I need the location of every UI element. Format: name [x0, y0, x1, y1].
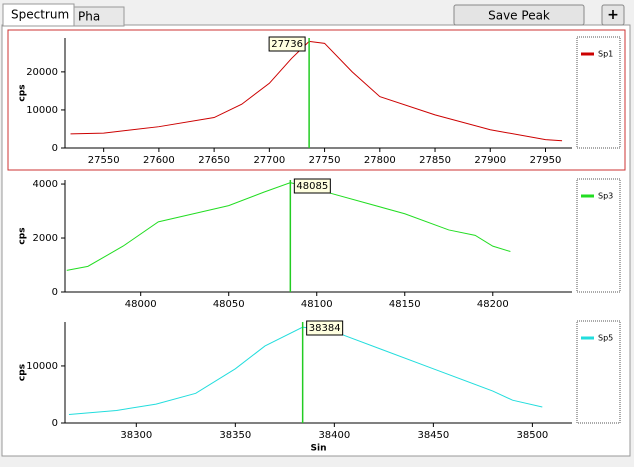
x-tick-label: 27600 [143, 155, 175, 166]
x-tick-label: 27750 [309, 155, 341, 166]
y-tick-label: 20000 [26, 67, 58, 78]
tab-active[interactable] [2, 3, 75, 27]
y-tick-label: 10000 [26, 105, 58, 116]
plot-area [65, 38, 572, 148]
x-tick-label: 48050 [213, 299, 245, 310]
button-label[interactable]: + [607, 7, 619, 23]
plot-area [65, 322, 572, 423]
legend [576, 36, 621, 149]
button[interactable] [453, 4, 585, 26]
x-tick-label: 27700 [253, 155, 285, 166]
x-tick-label: 48150 [389, 299, 421, 310]
x-tick-label: 38500 [516, 430, 548, 441]
x-axis-label: Sin [311, 444, 327, 454]
x-tick-label: 48100 [301, 299, 333, 310]
x-tick-label: 27800 [364, 155, 396, 166]
x-tick-label: 27850 [419, 155, 451, 166]
legend-label: Sp3 [598, 192, 613, 201]
series-line [68, 326, 543, 415]
legend-label: Sp1 [598, 50, 613, 59]
x-tick-label: 48000 [125, 299, 157, 310]
chart-frame [7, 29, 626, 171]
x-tick-label: 38300 [120, 430, 152, 441]
x-tick-label: 38350 [219, 430, 251, 441]
x-tick-label: 27650 [198, 155, 230, 166]
x-tick-label: 27950 [530, 155, 562, 166]
x-tick-label: 48200 [477, 299, 509, 310]
y-tick-label: 0 [52, 143, 58, 154]
x-tick-label: 38400 [318, 430, 350, 441]
cursor-box [268, 36, 306, 52]
y-axis-label: cps [18, 227, 28, 244]
cursor-label: 48085 [296, 181, 328, 192]
x-tick-label: 27900 [474, 155, 506, 166]
tab-label[interactable]: Spectrum [11, 8, 69, 22]
y-tick-label: 0 [52, 418, 58, 429]
y-tick-label: 10000 [26, 361, 58, 372]
tab-label[interactable]: Pha [78, 10, 100, 24]
y-tick-label: 0 [52, 287, 58, 298]
cursor-box [306, 320, 344, 336]
button[interactable] [601, 4, 625, 26]
plot-area [65, 180, 572, 292]
y-axis-label: cps [18, 364, 28, 381]
x-tick-label: 38450 [417, 430, 449, 441]
y-tick-label: 4000 [33, 179, 58, 190]
series-line [66, 182, 511, 271]
cursor-label: 38384 [309, 323, 341, 334]
legend-label: Sp5 [598, 334, 613, 343]
cursor-box [293, 178, 331, 194]
cursor-label: 27736 [271, 39, 303, 50]
y-tick-label: 2000 [33, 233, 58, 244]
legend [576, 320, 621, 424]
button-label[interactable]: Save Peak [488, 9, 550, 23]
x-tick-label: 27550 [88, 155, 120, 166]
y-axis-label: cps [18, 84, 28, 101]
